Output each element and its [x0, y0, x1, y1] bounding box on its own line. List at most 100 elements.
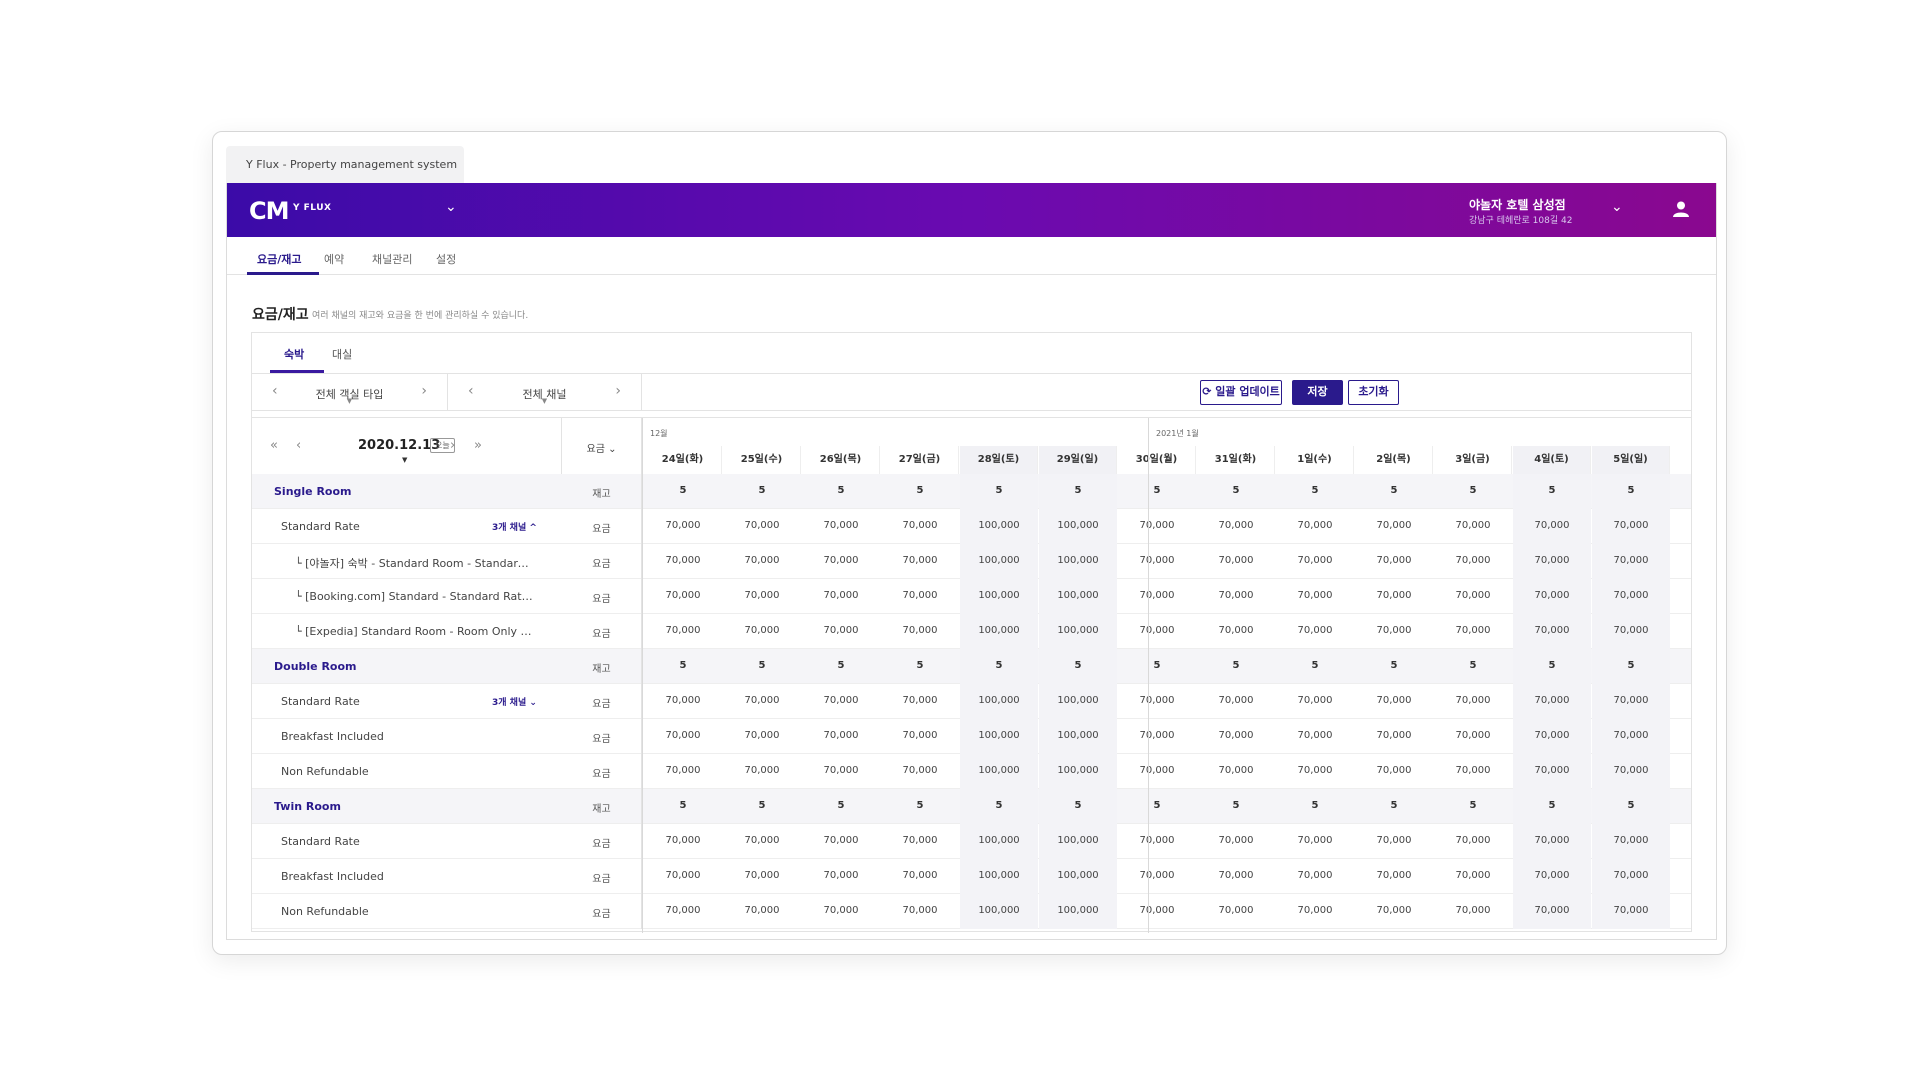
rate-cell[interactable]: 70,000	[1297, 695, 1333, 706]
rate-cell[interactable]: 70,000	[1297, 765, 1333, 776]
rate-cell[interactable]: 70,000	[1455, 625, 1491, 636]
save-button[interactable]: 저장	[1292, 380, 1343, 405]
inventory-cell[interactable]: 5	[1232, 660, 1240, 671]
rate-cell[interactable]: 70,000	[1455, 765, 1491, 776]
rate-cell[interactable]: 70,000	[1218, 590, 1254, 601]
rate-cell[interactable]: 70,000	[744, 905, 780, 916]
rate-cell[interactable]: 70,000	[665, 695, 701, 706]
inventory-cell[interactable]: 5	[837, 660, 845, 671]
rate-cell[interactable]: 100,000	[1039, 544, 1117, 579]
inventory-cell[interactable]: 5	[960, 789, 1038, 824]
rate-cell[interactable]: 100,000	[960, 894, 1038, 929]
rate-cell[interactable]: 70,000	[1513, 719, 1591, 754]
inventory-cell[interactable]: 5	[837, 485, 845, 496]
inventory-cell[interactable]: 5	[1039, 474, 1117, 509]
inventory-cell[interactable]: 5	[1469, 800, 1477, 811]
rate-cell[interactable]: 70,000	[1513, 614, 1591, 649]
room-name[interactable]: Double Room	[274, 660, 357, 673]
rate-cell[interactable]: 70,000	[665, 765, 701, 776]
rate-cell[interactable]: 70,000	[1218, 625, 1254, 636]
rate-cell[interactable]: 70,000	[1592, 719, 1670, 754]
rate-cell[interactable]: 70,000	[1376, 590, 1412, 601]
rate-cell[interactable]: 70,000	[1513, 579, 1591, 614]
rate-cell[interactable]: 100,000	[1039, 614, 1117, 649]
rate-cell[interactable]: 100,000	[1039, 719, 1117, 754]
rate-cell[interactable]: 70,000	[1455, 870, 1491, 881]
tab-channel-management[interactable]: 채널관리	[372, 253, 413, 266]
inventory-cell[interactable]: 5	[1311, 660, 1319, 671]
left-icon[interactable]: ‹	[296, 438, 302, 453]
rate-cell[interactable]: 70,000	[1139, 555, 1175, 566]
hotel-name[interactable]: 야놀자 호텔 삼성점	[1469, 198, 1566, 212]
rate-cell[interactable]: 70,000	[823, 870, 859, 881]
tab-reservations[interactable]: 예약	[324, 253, 345, 266]
inventory-cell[interactable]: 5	[679, 800, 687, 811]
rate-cell[interactable]: 70,000	[1592, 894, 1670, 929]
rate-cell[interactable]: 70,000	[665, 835, 701, 846]
rate-cell[interactable]: 70,000	[902, 625, 938, 636]
room-name[interactable]: Twin Room	[274, 800, 341, 813]
rate-cell[interactable]: 70,000	[1376, 520, 1412, 531]
rate-cell[interactable]: 100,000	[1039, 509, 1117, 544]
rate-cell[interactable]: 100,000	[960, 579, 1038, 614]
rate-cell[interactable]: 70,000	[902, 870, 938, 881]
inventory-cell[interactable]: 5	[1232, 800, 1240, 811]
inventory-cell[interactable]: 5	[1153, 800, 1161, 811]
inventory-cell[interactable]: 5	[1592, 474, 1670, 509]
rate-cell[interactable]: 100,000	[1039, 579, 1117, 614]
rate-cell[interactable]: 70,000	[1592, 579, 1670, 614]
rate-cell[interactable]: 70,000	[823, 555, 859, 566]
rate-cell[interactable]: 70,000	[1297, 835, 1333, 846]
rate-cell[interactable]: 70,000	[1513, 824, 1591, 859]
rate-cell[interactable]: 70,000	[823, 590, 859, 601]
rate-cell[interactable]: 70,000	[1513, 894, 1591, 929]
inventory-cell[interactable]: 5	[960, 474, 1038, 509]
inventory-cell[interactable]: 5	[916, 485, 924, 496]
today-button[interactable]: 오늘	[430, 438, 455, 453]
rate-cell[interactable]: 70,000	[1455, 555, 1491, 566]
rate-cell[interactable]: 70,000	[902, 520, 938, 531]
inventory-cell[interactable]: 5	[758, 660, 766, 671]
rate-cell[interactable]: 70,000	[1376, 835, 1412, 846]
inventory-cell[interactable]: 5	[1232, 485, 1240, 496]
inventory-cell[interactable]: 5	[960, 649, 1038, 684]
inventory-cell[interactable]: 5	[1153, 485, 1161, 496]
subtab-dayuse[interactable]: 대실	[332, 348, 353, 361]
rate-cell[interactable]: 70,000	[1455, 905, 1491, 916]
inventory-cell[interactable]: 5	[1311, 485, 1319, 496]
rate-cell[interactable]: 70,000	[1592, 684, 1670, 719]
rate-cell[interactable]: 70,000	[1513, 544, 1591, 579]
rate-cell[interactable]: 100,000	[1039, 754, 1117, 789]
rate-cell[interactable]: 100,000	[960, 684, 1038, 719]
brand-logo[interactable]: CM	[249, 197, 289, 225]
inventory-cell[interactable]: 5	[1469, 660, 1477, 671]
inventory-cell[interactable]: 5	[1039, 789, 1117, 824]
rate-cell[interactable]: 70,000	[665, 905, 701, 916]
double-right-icon[interactable]: »	[474, 438, 482, 453]
rate-cell[interactable]: 70,000	[1376, 905, 1412, 916]
rate-cell[interactable]: 70,000	[823, 765, 859, 776]
hotel-chevron-down-icon[interactable]: ⌄	[1611, 199, 1623, 215]
subtab-stay[interactable]: 숙박	[284, 348, 305, 361]
rate-cell[interactable]: 70,000	[1455, 520, 1491, 531]
rate-cell[interactable]: 100,000	[960, 719, 1038, 754]
rate-cell[interactable]: 70,000	[1139, 695, 1175, 706]
rate-cell[interactable]: 70,000	[902, 730, 938, 741]
rate-cell[interactable]: 70,000	[1513, 684, 1591, 719]
channels-toggle[interactable]: 3개 채널 ^	[492, 523, 537, 533]
right-icon[interactable]: ›	[450, 438, 456, 453]
rate-cell[interactable]: 70,000	[823, 835, 859, 846]
rate-cell[interactable]: 100,000	[1039, 894, 1117, 929]
browser-tab[interactable]: Y Flux - Property management system	[226, 146, 464, 183]
rate-cell[interactable]: 100,000	[1039, 824, 1117, 859]
rate-cell[interactable]: 70,000	[1592, 754, 1670, 789]
inventory-cell[interactable]: 5	[1592, 649, 1670, 684]
rate-cell[interactable]: 70,000	[823, 730, 859, 741]
rate-cell[interactable]: 70,000	[744, 625, 780, 636]
inventory-cell[interactable]: 5	[758, 485, 766, 496]
tab-rates-inventory[interactable]: 요금/재고	[257, 253, 302, 266]
rate-cell[interactable]: 70,000	[1513, 509, 1591, 544]
rate-cell[interactable]: 70,000	[665, 520, 701, 531]
rate-cell[interactable]: 100,000	[1039, 684, 1117, 719]
rate-cell[interactable]: 70,000	[744, 590, 780, 601]
